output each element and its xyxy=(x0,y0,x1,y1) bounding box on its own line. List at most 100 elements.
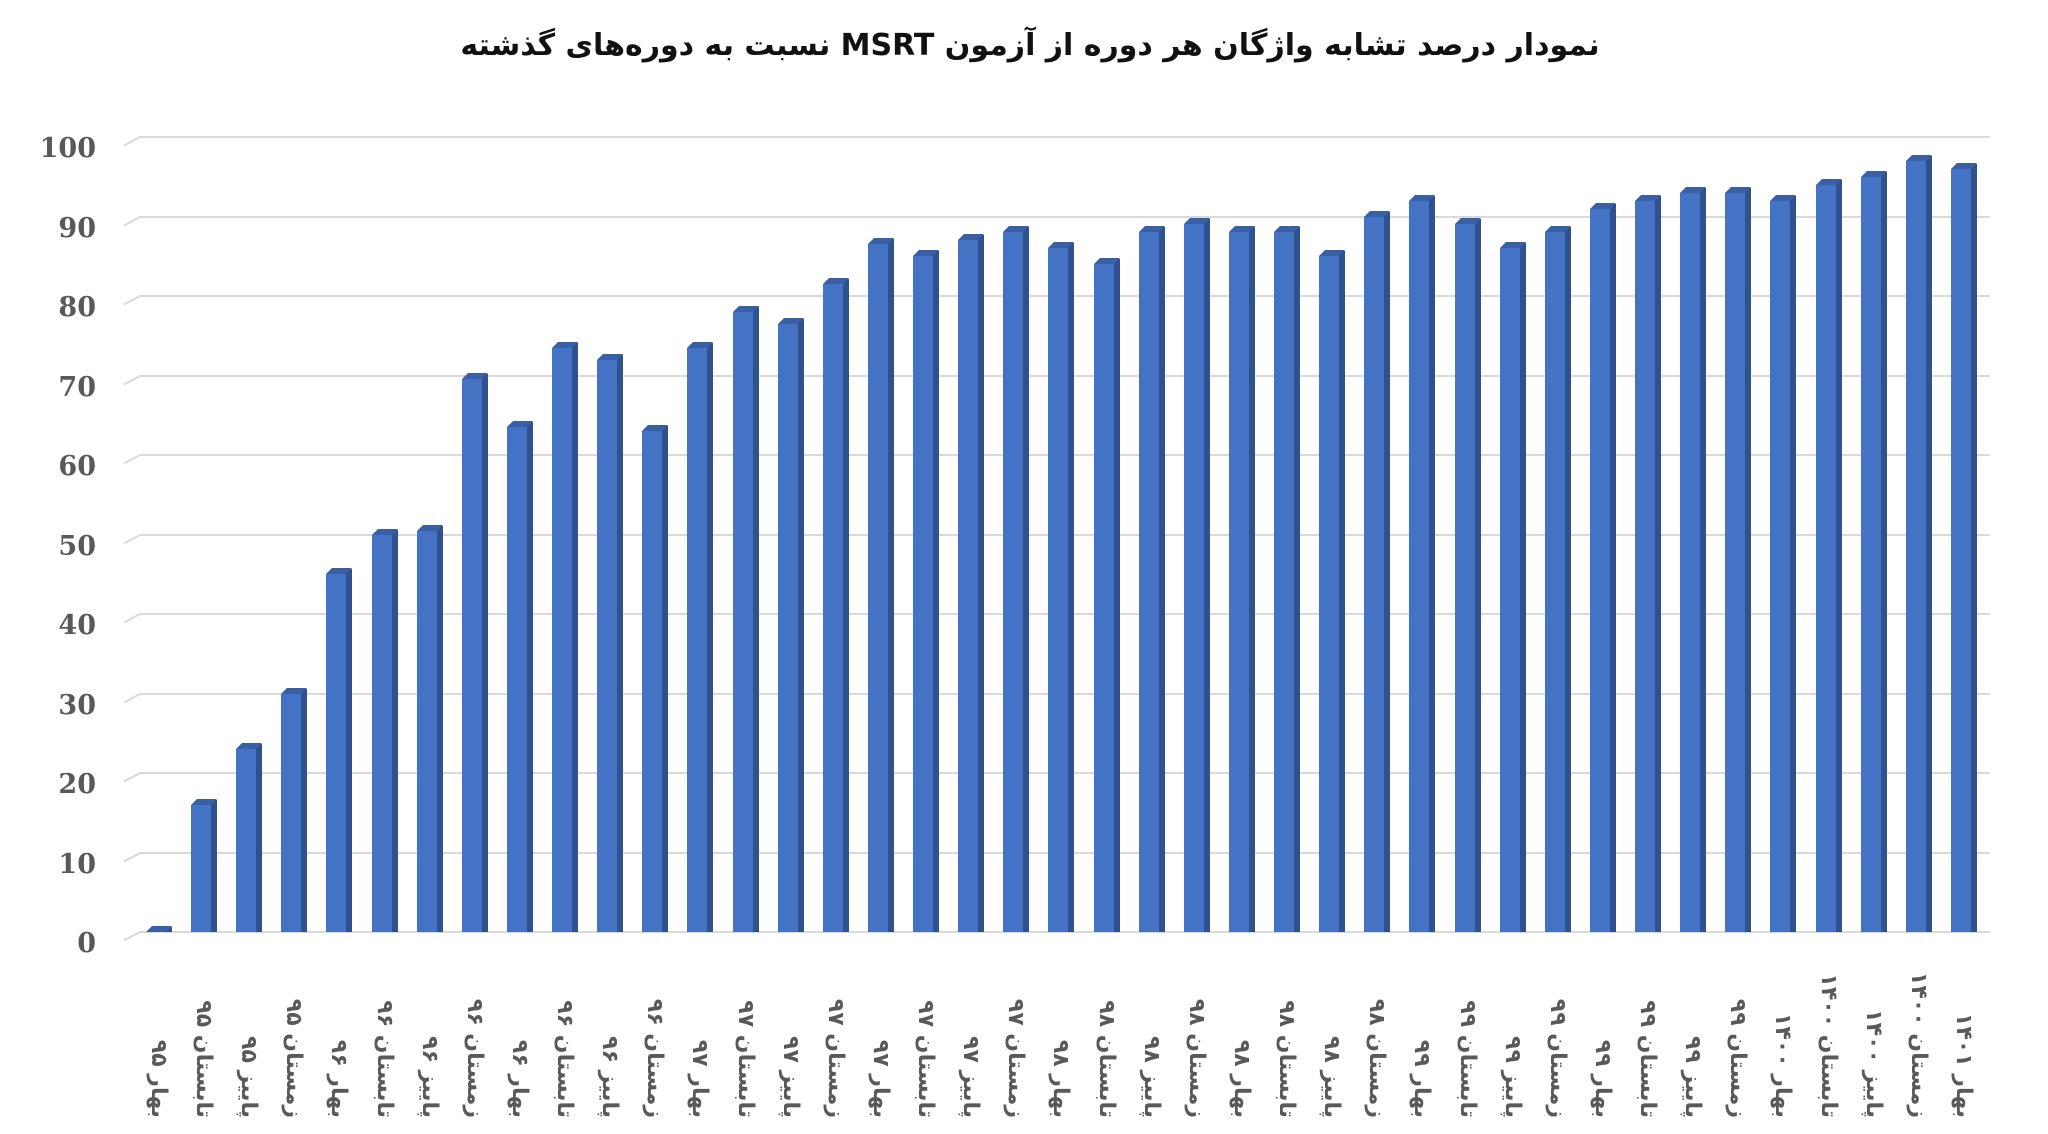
bar-front-face xyxy=(1228,232,1249,932)
bar-side-face xyxy=(887,239,894,932)
bar-front-face xyxy=(1815,184,1836,932)
bar[interactable] xyxy=(777,317,804,932)
x-axis-tick-label: زمستان ۹۶ xyxy=(452,968,496,1128)
bar-side-face xyxy=(391,529,398,932)
bar-side-face xyxy=(933,251,940,932)
bar-front-face xyxy=(326,574,347,932)
bar[interactable] xyxy=(597,353,624,932)
bar[interactable] xyxy=(1815,178,1842,932)
bar-side-face xyxy=(1700,187,1707,932)
bar-front-face xyxy=(1544,232,1565,932)
bar-front-face xyxy=(236,749,257,932)
bar[interactable] xyxy=(326,568,353,932)
bar[interactable] xyxy=(1635,194,1662,932)
x-axis-tick-text: پاییز ۱۴۰۰ xyxy=(1860,1009,1886,1118)
x-axis-tick-text: بهار ۹۷ xyxy=(687,1039,713,1118)
y-axis-tick-label: 40 xyxy=(58,610,96,641)
bar[interactable] xyxy=(1228,226,1255,932)
bar-front-face xyxy=(732,311,753,932)
bar[interactable] xyxy=(1409,194,1436,932)
x-axis-tick-text: تابستان ۹۷ xyxy=(732,1000,758,1118)
x-axis-tick-label: تابستان ۹۷ xyxy=(903,968,947,1128)
gridline-perspective-edge xyxy=(123,533,141,544)
bar[interactable] xyxy=(1499,242,1526,932)
bar-front-face xyxy=(1093,264,1114,932)
bar[interactable] xyxy=(1048,242,1075,932)
bar[interactable] xyxy=(913,250,940,932)
bar[interactable] xyxy=(1725,186,1752,932)
bar[interactable] xyxy=(236,743,263,932)
bar-front-face xyxy=(1454,224,1475,932)
bar[interactable] xyxy=(146,926,172,932)
bar-front-face xyxy=(461,379,482,932)
x-axis-tick-label: پاییز ۹۷ xyxy=(948,968,992,1128)
bar-front-face xyxy=(822,284,843,932)
bar[interactable] xyxy=(1454,218,1481,932)
bar-side-face xyxy=(1655,195,1662,932)
y-axis-tick-label: 30 xyxy=(58,689,96,721)
bar-front-face xyxy=(642,431,663,932)
bar-front-face xyxy=(958,240,979,932)
bar-side-face xyxy=(842,279,849,932)
bar[interactable] xyxy=(822,278,849,932)
gridline xyxy=(140,931,1990,933)
gridline-perspective-edge xyxy=(123,851,141,862)
gridline-perspective-edge xyxy=(123,374,141,385)
x-axis-tick-label: بهار ۱۴۰۰ xyxy=(1760,968,1804,1128)
x-axis-tick-label: زمستان ۱۴۰۰ xyxy=(1896,968,1940,1128)
x-axis-tick-text: تابستان ۹۹ xyxy=(1454,1000,1480,1118)
bar[interactable] xyxy=(461,373,488,932)
bar[interactable] xyxy=(371,528,398,932)
bar-front-face xyxy=(777,323,798,932)
bar-side-face xyxy=(301,688,308,932)
bar-side-face xyxy=(1068,243,1075,932)
bar[interactable] xyxy=(1589,202,1616,932)
y-axis-tick-label: 80 xyxy=(58,292,96,323)
bar-front-face xyxy=(1499,248,1520,932)
x-axis-tick-label: بهار ۹۶ xyxy=(316,968,360,1128)
bar[interactable] xyxy=(506,421,533,932)
x-axis-tick-text: زمستان ۹۶ xyxy=(461,998,487,1118)
bar[interactable] xyxy=(1138,226,1165,932)
bar[interactable] xyxy=(1770,194,1797,932)
bar[interactable] xyxy=(867,238,894,932)
bar-front-face xyxy=(867,244,888,932)
x-axis-tick-label: پاییز ۹۸ xyxy=(1129,968,1173,1128)
bar[interactable] xyxy=(191,798,218,932)
bar-side-face xyxy=(1564,227,1571,932)
bar[interactable] xyxy=(416,524,443,932)
x-axis-tick-label: پاییز ۹۵ xyxy=(226,968,270,1128)
x-axis-tick-label: پاییز ۹۶ xyxy=(407,968,451,1128)
bar[interactable] xyxy=(1183,218,1210,932)
bar[interactable] xyxy=(732,305,759,932)
bar[interactable] xyxy=(1364,210,1391,932)
bar[interactable] xyxy=(281,687,308,932)
x-axis-tick-label: پاییز ۹۶ xyxy=(587,968,631,1128)
bar[interactable] xyxy=(1319,250,1346,932)
bar-front-face xyxy=(687,347,708,932)
bar[interactable] xyxy=(1093,258,1120,932)
x-axis-tick-text: زمستان ۹۵ xyxy=(281,998,307,1118)
bar[interactable] xyxy=(1680,186,1707,932)
bar[interactable] xyxy=(1274,226,1301,932)
bar[interactable] xyxy=(642,425,669,932)
x-axis-tick-text: تابستان ۹۶ xyxy=(371,1000,397,1118)
bar[interactable] xyxy=(958,234,985,932)
gridline-perspective-edge xyxy=(123,931,141,942)
bar[interactable] xyxy=(1905,154,1932,932)
bar[interactable] xyxy=(1950,162,1977,932)
x-axis-tick-text: بهار ۱۴۰۰ xyxy=(1770,1012,1796,1118)
bar[interactable] xyxy=(552,341,579,932)
x-axis-tick-text: بهار ۹۶ xyxy=(326,1039,352,1118)
bar[interactable] xyxy=(1003,226,1030,932)
x-axis-tick-label: زمستان ۹۷ xyxy=(813,968,857,1128)
bar[interactable] xyxy=(687,341,714,932)
x-axis-tick-label: زمستان ۹۶ xyxy=(632,968,676,1128)
x-axis-tick-label: تابستان ۱۴۰۰ xyxy=(1806,968,1850,1128)
x-axis-tick-text: پاییز ۹۸ xyxy=(1138,1036,1164,1118)
bar-front-face xyxy=(1138,232,1159,932)
bar[interactable] xyxy=(1544,226,1571,932)
bar-side-face xyxy=(481,374,488,932)
bar[interactable] xyxy=(1860,170,1887,932)
bar-side-face xyxy=(1790,195,1797,932)
